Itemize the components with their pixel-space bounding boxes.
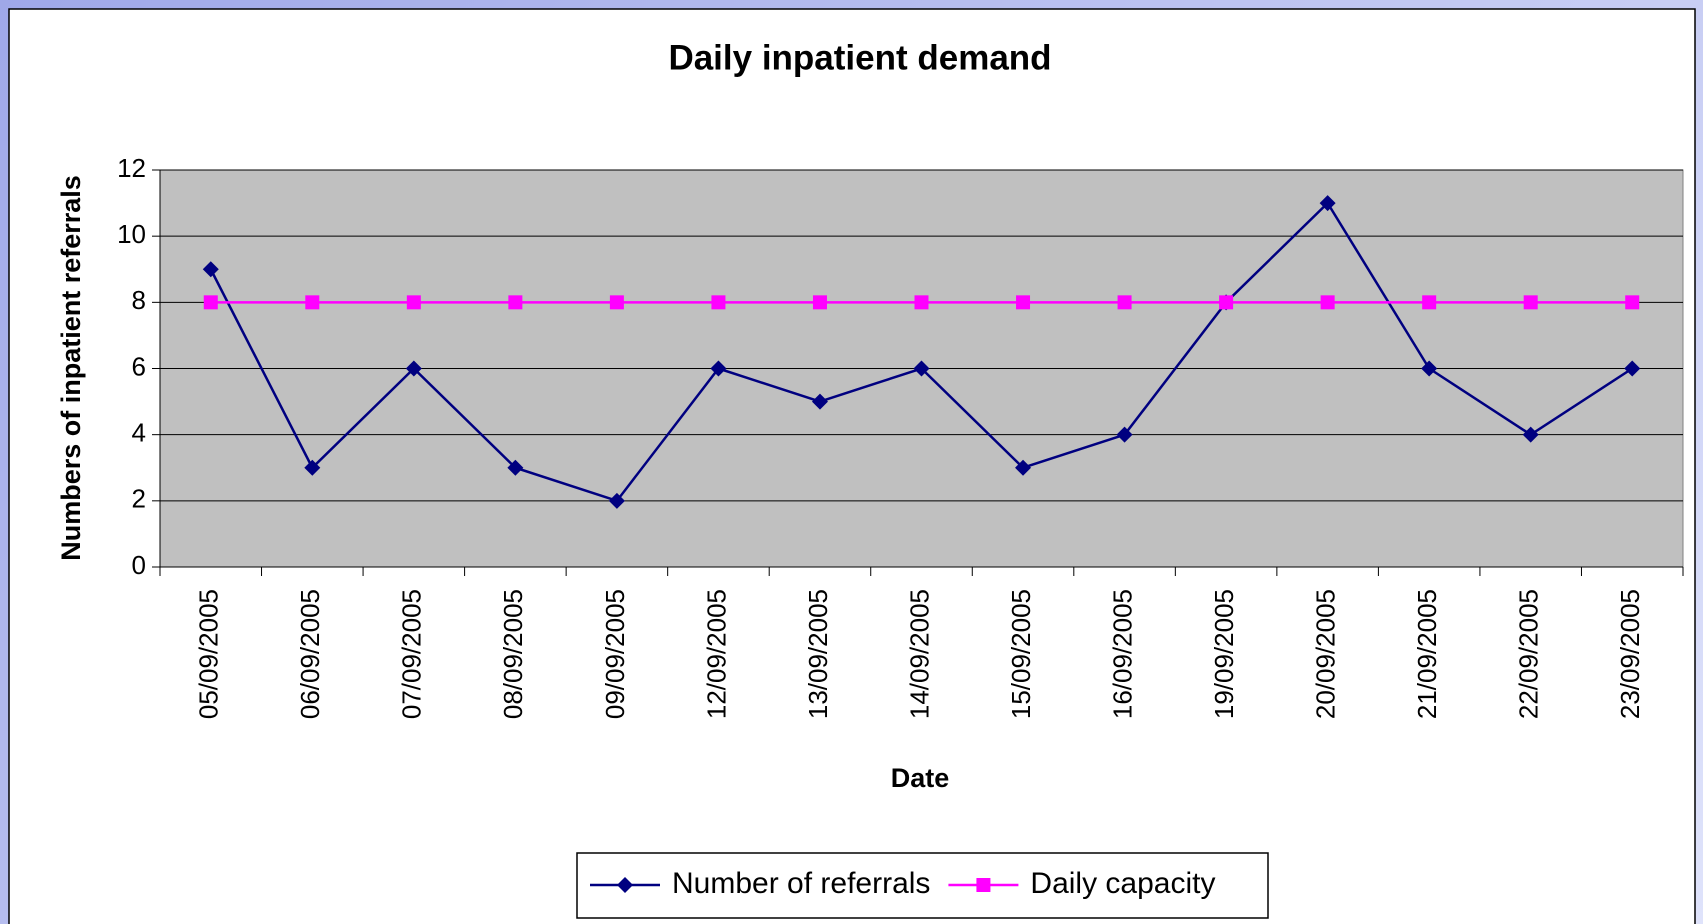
y-tick-label: 4: [132, 418, 146, 448]
point: [1319, 195, 1336, 212]
y-tick-label: 0: [132, 550, 146, 580]
point: [1523, 295, 1538, 310]
point: [1015, 459, 1032, 476]
x-tick-label: 07/09/2005: [397, 589, 427, 719]
point: [304, 459, 321, 476]
point: [1522, 426, 1539, 443]
legend-marker: [617, 877, 633, 893]
point: [406, 295, 421, 310]
point: [1421, 360, 1438, 377]
y-tick-label: 2: [132, 484, 146, 514]
point: [1625, 295, 1640, 310]
x-axis-label: Date: [891, 763, 950, 793]
point: [811, 393, 828, 410]
x-tick-label: 19/09/2005: [1209, 589, 1239, 719]
y-tick-label: 8: [132, 285, 146, 315]
y-axis-label: Numbers of inpatient referrals: [56, 175, 86, 561]
x-tick-label: 15/09/2005: [1006, 589, 1036, 719]
point: [405, 360, 422, 377]
y-tick-label: 12: [117, 153, 146, 183]
point: [1422, 295, 1437, 310]
x-tick-label: 09/09/2005: [600, 589, 630, 719]
point: [710, 360, 727, 377]
point: [1117, 295, 1132, 310]
y-tick-label: 10: [117, 219, 146, 249]
point: [1219, 295, 1234, 310]
x-tick-label: 05/09/2005: [194, 589, 224, 719]
point: [608, 492, 625, 509]
y-tick-label: 6: [132, 351, 146, 381]
point: [1320, 295, 1335, 310]
point: [203, 295, 218, 310]
point: [812, 295, 827, 310]
point: [609, 295, 624, 310]
point: [508, 295, 523, 310]
legend: [576, 852, 1269, 919]
point: [1624, 360, 1641, 377]
legend-label: Daily capacity: [1030, 867, 1215, 900]
point: [914, 295, 929, 310]
x-tick-label: 21/09/2005: [1412, 589, 1442, 719]
x-tick-label: 16/09/2005: [1107, 589, 1137, 719]
x-tick-label: 08/09/2005: [498, 589, 528, 719]
point: [711, 295, 726, 310]
x-tick-label: 12/09/2005: [701, 589, 731, 719]
point: [913, 360, 930, 377]
point: [202, 261, 219, 278]
point: [1016, 295, 1031, 310]
x-tick-label: 23/09/2005: [1615, 589, 1645, 719]
x-tick-label: 13/09/2005: [803, 589, 833, 719]
x-tick-label: 14/09/2005: [904, 589, 934, 719]
x-tick-label: 20/09/2005: [1311, 589, 1341, 719]
legend-label: Number of referrals: [672, 867, 930, 900]
x-tick-label: 22/09/2005: [1514, 589, 1544, 719]
x-tick-label: 06/09/2005: [295, 589, 325, 719]
point: [1116, 426, 1133, 443]
point: [305, 295, 320, 310]
point: [507, 459, 524, 476]
legend-marker: [976, 878, 991, 892]
chart-title: Daily inpatient demand: [668, 38, 1051, 77]
